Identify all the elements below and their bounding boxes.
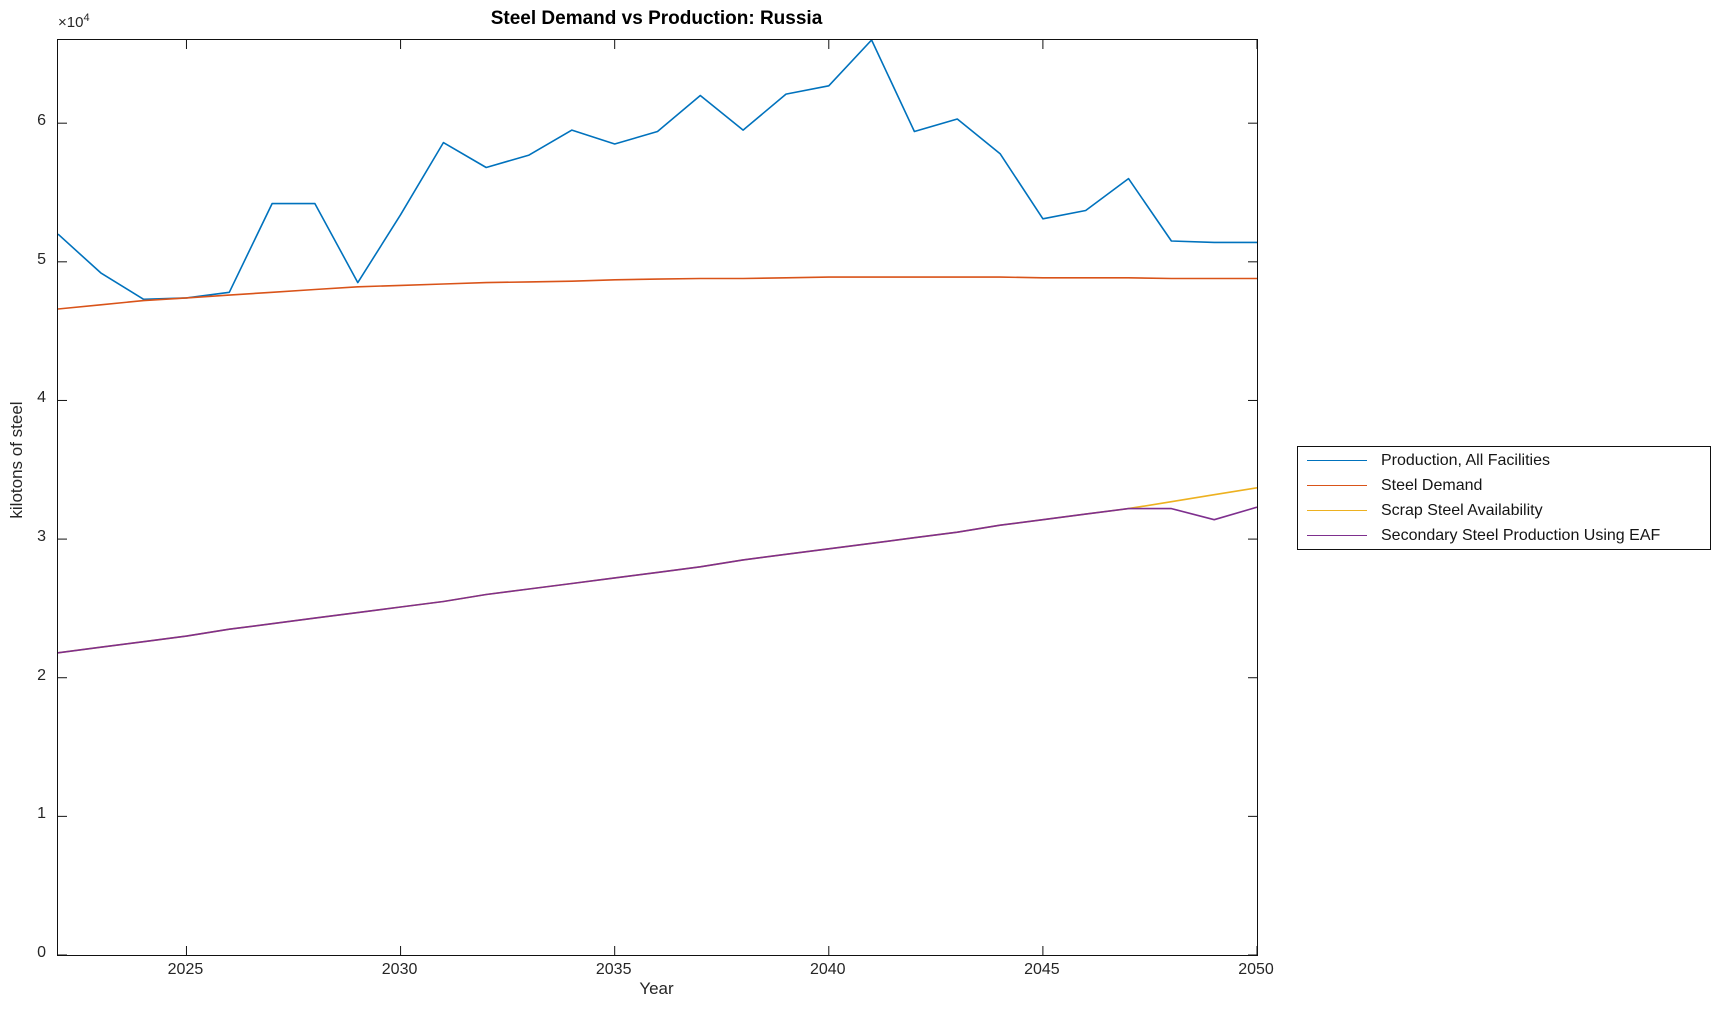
- y-axis-exponent: ×104: [58, 12, 90, 31]
- series-line-production-all-facilities: [58, 40, 1257, 301]
- y-tick-label: 0: [37, 944, 46, 961]
- x-tick-label: 2025: [167, 961, 204, 978]
- plot-area: [57, 39, 1258, 956]
- legend: Production, All Facilities Steel Demand Sc…: [1297, 446, 1711, 550]
- x-tick-label: 2030: [381, 961, 418, 978]
- legend-item-label: Secondary Steel Production Using EAF: [1381, 526, 1661, 544]
- y-tick-label: 2: [37, 666, 46, 684]
- chart-title: Steel Demand vs Production: Russia: [490, 8, 823, 29]
- y-tick-label: 3: [37, 528, 46, 546]
- y-tick-label: 6: [37, 112, 46, 130]
- x-tick-label: 2035: [595, 961, 632, 978]
- legend-line-sample: [1307, 460, 1367, 461]
- legend-row-production-all-facilities: Production, All Facilities: [1298, 448, 1710, 473]
- legend-line-sample: [1307, 510, 1367, 511]
- legend-row-scrap-steel-availability: Scrap Steel Availability: [1298, 498, 1710, 523]
- x-tick-labels: 2025 2030 2035 2040 2045 2050: [57, 961, 1274, 981]
- x-axis-label: Year: [639, 979, 674, 998]
- series-line-secondary-steel-production-using-eaf: [58, 506, 1257, 654]
- legend-row-steel-demand: Steel Demand: [1298, 473, 1710, 498]
- plot-svg: [58, 40, 1257, 955]
- series-line-steel-demand: [58, 276, 1257, 310]
- y-tick-labels: 0 1 2 3 4 5 6: [0, 39, 46, 961]
- y-tick-label: 5: [37, 250, 46, 268]
- y-tick-label: 4: [37, 389, 46, 407]
- legend-item-label: Scrap Steel Availability: [1381, 501, 1543, 519]
- x-tick-label: 2040: [809, 961, 846, 978]
- x-tick-label: 2045: [1024, 961, 1060, 978]
- x-tick-label: 2050: [1238, 961, 1274, 978]
- legend-row-secondary-steel-production-using-eaf: Secondary Steel Production Using EAF: [1298, 523, 1710, 548]
- legend-item-label: Steel Demand: [1381, 476, 1483, 494]
- legend-line-sample: [1307, 535, 1367, 536]
- legend-item-label: Production, All Facilities: [1381, 451, 1550, 469]
- legend-line-sample: [1307, 485, 1367, 486]
- y-tick-label: 1: [37, 805, 46, 823]
